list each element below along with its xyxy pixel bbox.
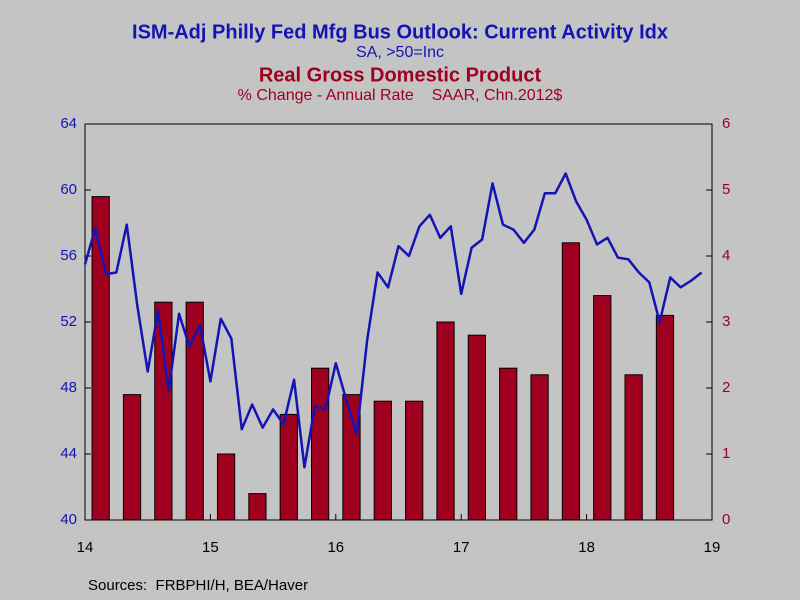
chart-subtitle-2: % Change - Annual Rate SAAR, Chn.2012$ (238, 87, 563, 104)
y-tick-label: 56 (60, 247, 77, 264)
y-tick-label: 64 (60, 115, 77, 132)
y2-tick-label: 5 (722, 181, 730, 198)
bar (405, 400, 424, 521)
bar (436, 321, 455, 521)
y2-tick-label: 4 (722, 247, 730, 264)
chart-subtitle: SA, >50=Inc (356, 44, 444, 61)
y-tick-label: 40 (60, 511, 77, 528)
source-note: Sources: FRBPHI/H, BEA/Haver (88, 577, 308, 594)
bar (467, 334, 486, 521)
bar (342, 394, 361, 521)
bar (624, 374, 643, 521)
chart-title-2: Real Gross Domestic Product (259, 64, 542, 86)
y2-tick-label: 6 (722, 115, 730, 132)
x-tick-label: 18 (578, 539, 595, 556)
bar (216, 453, 236, 521)
y-tick-label: 48 (60, 379, 77, 396)
x-tick-label: 15 (202, 539, 219, 556)
bar (248, 493, 267, 521)
bar (311, 367, 330, 521)
bar (154, 301, 173, 521)
bar (373, 400, 392, 521)
bar (530, 374, 549, 521)
chart-title: ISM-Adj Philly Fed Mfg Bus Outlook: Curr… (132, 21, 668, 43)
x-tick-label: 14 (77, 539, 94, 556)
bar (655, 314, 675, 521)
y2-tick-label: 2 (722, 379, 730, 396)
bar (279, 413, 298, 521)
x-tick-label: 19 (704, 539, 721, 556)
line (83, 172, 703, 469)
bar (122, 394, 142, 521)
y-tick-label: 44 (60, 445, 77, 462)
bar (499, 367, 518, 521)
y2-tick-label: 1 (722, 445, 730, 462)
bar (91, 196, 110, 521)
y2-tick-label: 3 (722, 313, 730, 330)
y-tick-label: 60 (60, 181, 77, 198)
bar (185, 301, 204, 521)
bar (593, 295, 612, 521)
y2-tick-label: 0 (722, 511, 730, 528)
x-tick-label: 16 (327, 539, 344, 556)
x-tick-label: 17 (453, 539, 470, 556)
bar (561, 242, 581, 521)
y-tick-label: 52 (60, 313, 77, 330)
